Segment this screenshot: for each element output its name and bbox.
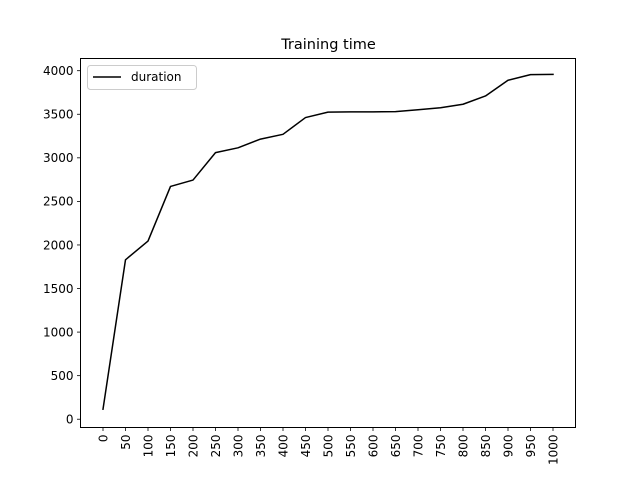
- x-tick-label: 750: [434, 435, 448, 458]
- legend-label-duration: duration: [131, 70, 182, 84]
- x-tick-label: 1000: [546, 435, 560, 466]
- y-tick-label: 0: [66, 413, 74, 427]
- y-tick-label: 4000: [43, 64, 74, 78]
- x-tick-label: 600: [366, 435, 380, 458]
- x-tick-label: 850: [479, 435, 493, 458]
- x-tick-label: 350: [254, 435, 268, 458]
- x-tick-label: 500: [321, 435, 335, 458]
- x-tick-label: 0: [96, 435, 110, 443]
- x-tick-label: 700: [411, 435, 425, 458]
- y-tick-label: 500: [51, 369, 74, 383]
- x-tick-label: 50: [119, 435, 133, 450]
- x-tick-label: 150: [164, 435, 178, 458]
- x-tick-label: 100: [141, 435, 155, 458]
- y-tick-label: 3000: [43, 151, 74, 165]
- plot-area: 0 500 1000 1500 2000 2500 3000 3500 4000 0 50 100 15…: [43, 64, 560, 465]
- plot-frame: [80, 58, 576, 428]
- x-tick-label: 200: [186, 435, 200, 458]
- y-tick-label: 2000: [43, 238, 74, 252]
- x-tick-label: 300: [231, 435, 245, 458]
- x-tick-label: 800: [456, 435, 470, 458]
- legend: duration: [87, 65, 197, 90]
- y-tick-label: 1000: [43, 325, 74, 339]
- legend-box: [87, 65, 197, 90]
- x-tick-label: 250: [209, 435, 223, 458]
- x-tick-label: 400: [276, 435, 290, 458]
- y-tick-label: 1500: [43, 282, 74, 296]
- series-line-duration: [102, 73, 554, 411]
- y-tick-label: 2500: [43, 195, 74, 209]
- chart-title: Training time: [280, 37, 376, 53]
- x-tick-label: 550: [344, 435, 358, 458]
- x-tick-label: 450: [299, 435, 313, 458]
- x-tick-label: 950: [524, 435, 538, 458]
- y-tick-label: 3500: [43, 108, 74, 122]
- x-tick-label: 900: [501, 435, 515, 458]
- x-tick-label: 650: [389, 435, 403, 458]
